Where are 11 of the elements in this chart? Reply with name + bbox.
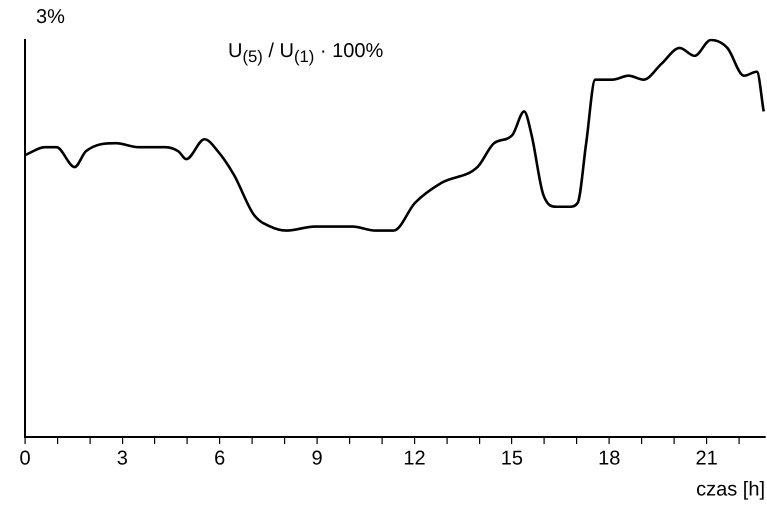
x-tick-label: 3 xyxy=(116,448,128,470)
x-axis-title: czas [h] xyxy=(696,478,765,501)
x-tick-label: 15 xyxy=(500,448,523,470)
x-tick-label: 9 xyxy=(312,448,323,470)
x-tick-label: 12 xyxy=(403,448,426,470)
x-tick-label: 18 xyxy=(598,448,620,470)
text: 3% xyxy=(36,6,65,29)
x-tick-label: 6 xyxy=(214,448,226,470)
x-tick-label: 21 xyxy=(695,448,718,470)
annotation: U$_{(5)}$ / U$_{(1)}$ · 100% xyxy=(228,40,384,67)
x-tick-label: 0 xyxy=(19,448,31,470)
